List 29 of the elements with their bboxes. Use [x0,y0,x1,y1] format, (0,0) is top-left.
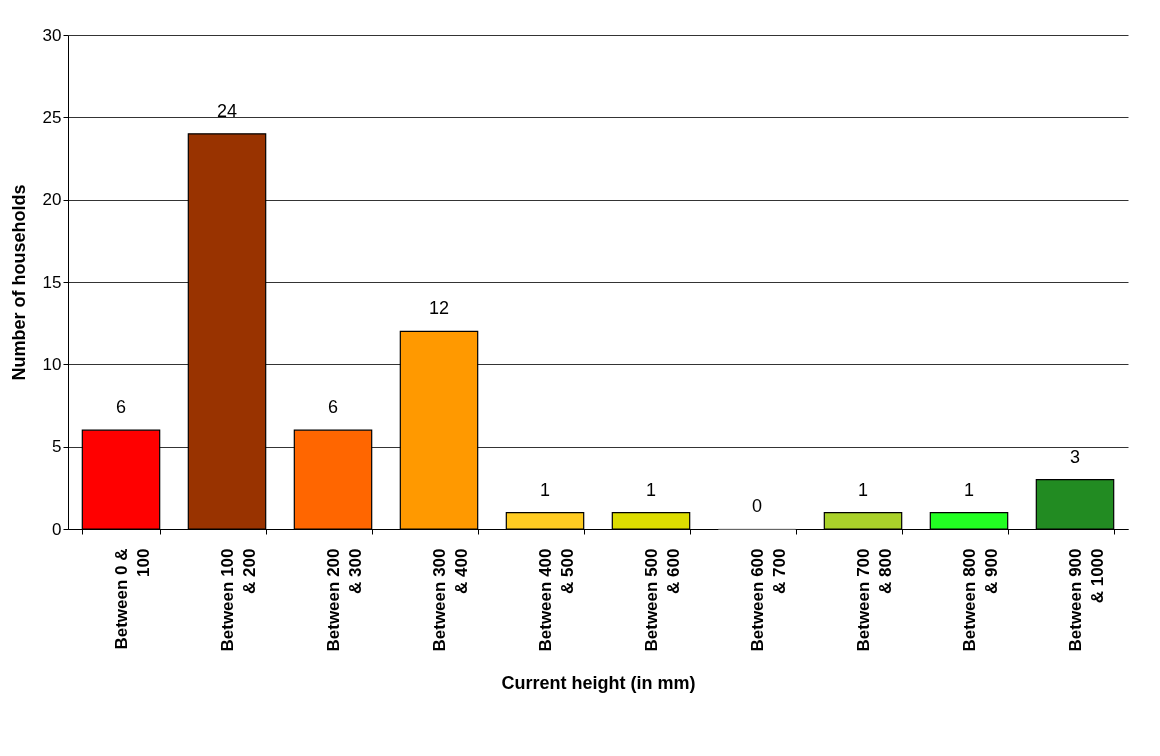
x-tick-label: Between 0 & 100 [111,548,153,650]
data-label: 6 [115,397,127,418]
x-tick-label: Between 400 & 500 [535,548,577,652]
data-label: 24 [216,100,238,121]
x-tick-label: Between 700 & 800 [853,548,895,652]
data-label: 1 [539,479,551,500]
y-axis-title: Number of households [8,184,29,381]
x-tick-label: Between 600 & 700 [747,548,789,652]
data-label: 3 [1069,446,1081,467]
data-label: 12 [428,298,450,319]
data-label: 1 [645,479,657,500]
y-tick-label: 5 [52,437,62,457]
y-tick-label: 15 [42,272,62,292]
y-tick-label: 25 [42,107,62,127]
x-tick-label: Between 500 & 600 [641,548,683,652]
x-tick-label: Between 100 & 200 [217,548,259,652]
data-label: 6 [327,397,339,418]
data-label: 0 [751,496,763,516]
data-label: 1 [857,479,869,500]
data-label: 1 [963,479,975,500]
y-tick-label: 30 [42,25,62,45]
x-tick-label: Between 300 & 400 [429,548,471,652]
x-tick-label: Between 900 & 1000 [1065,548,1107,652]
y-tick-label: 10 [42,354,62,374]
x-tick-label: Between 200 & 300 [323,548,365,652]
x-tick-label: Between 800 & 900 [959,548,1001,652]
y-tick-label: 0 [52,519,62,539]
x-axis-title: Current height (in mm) [501,673,696,694]
y-tick-label: 20 [42,190,62,210]
